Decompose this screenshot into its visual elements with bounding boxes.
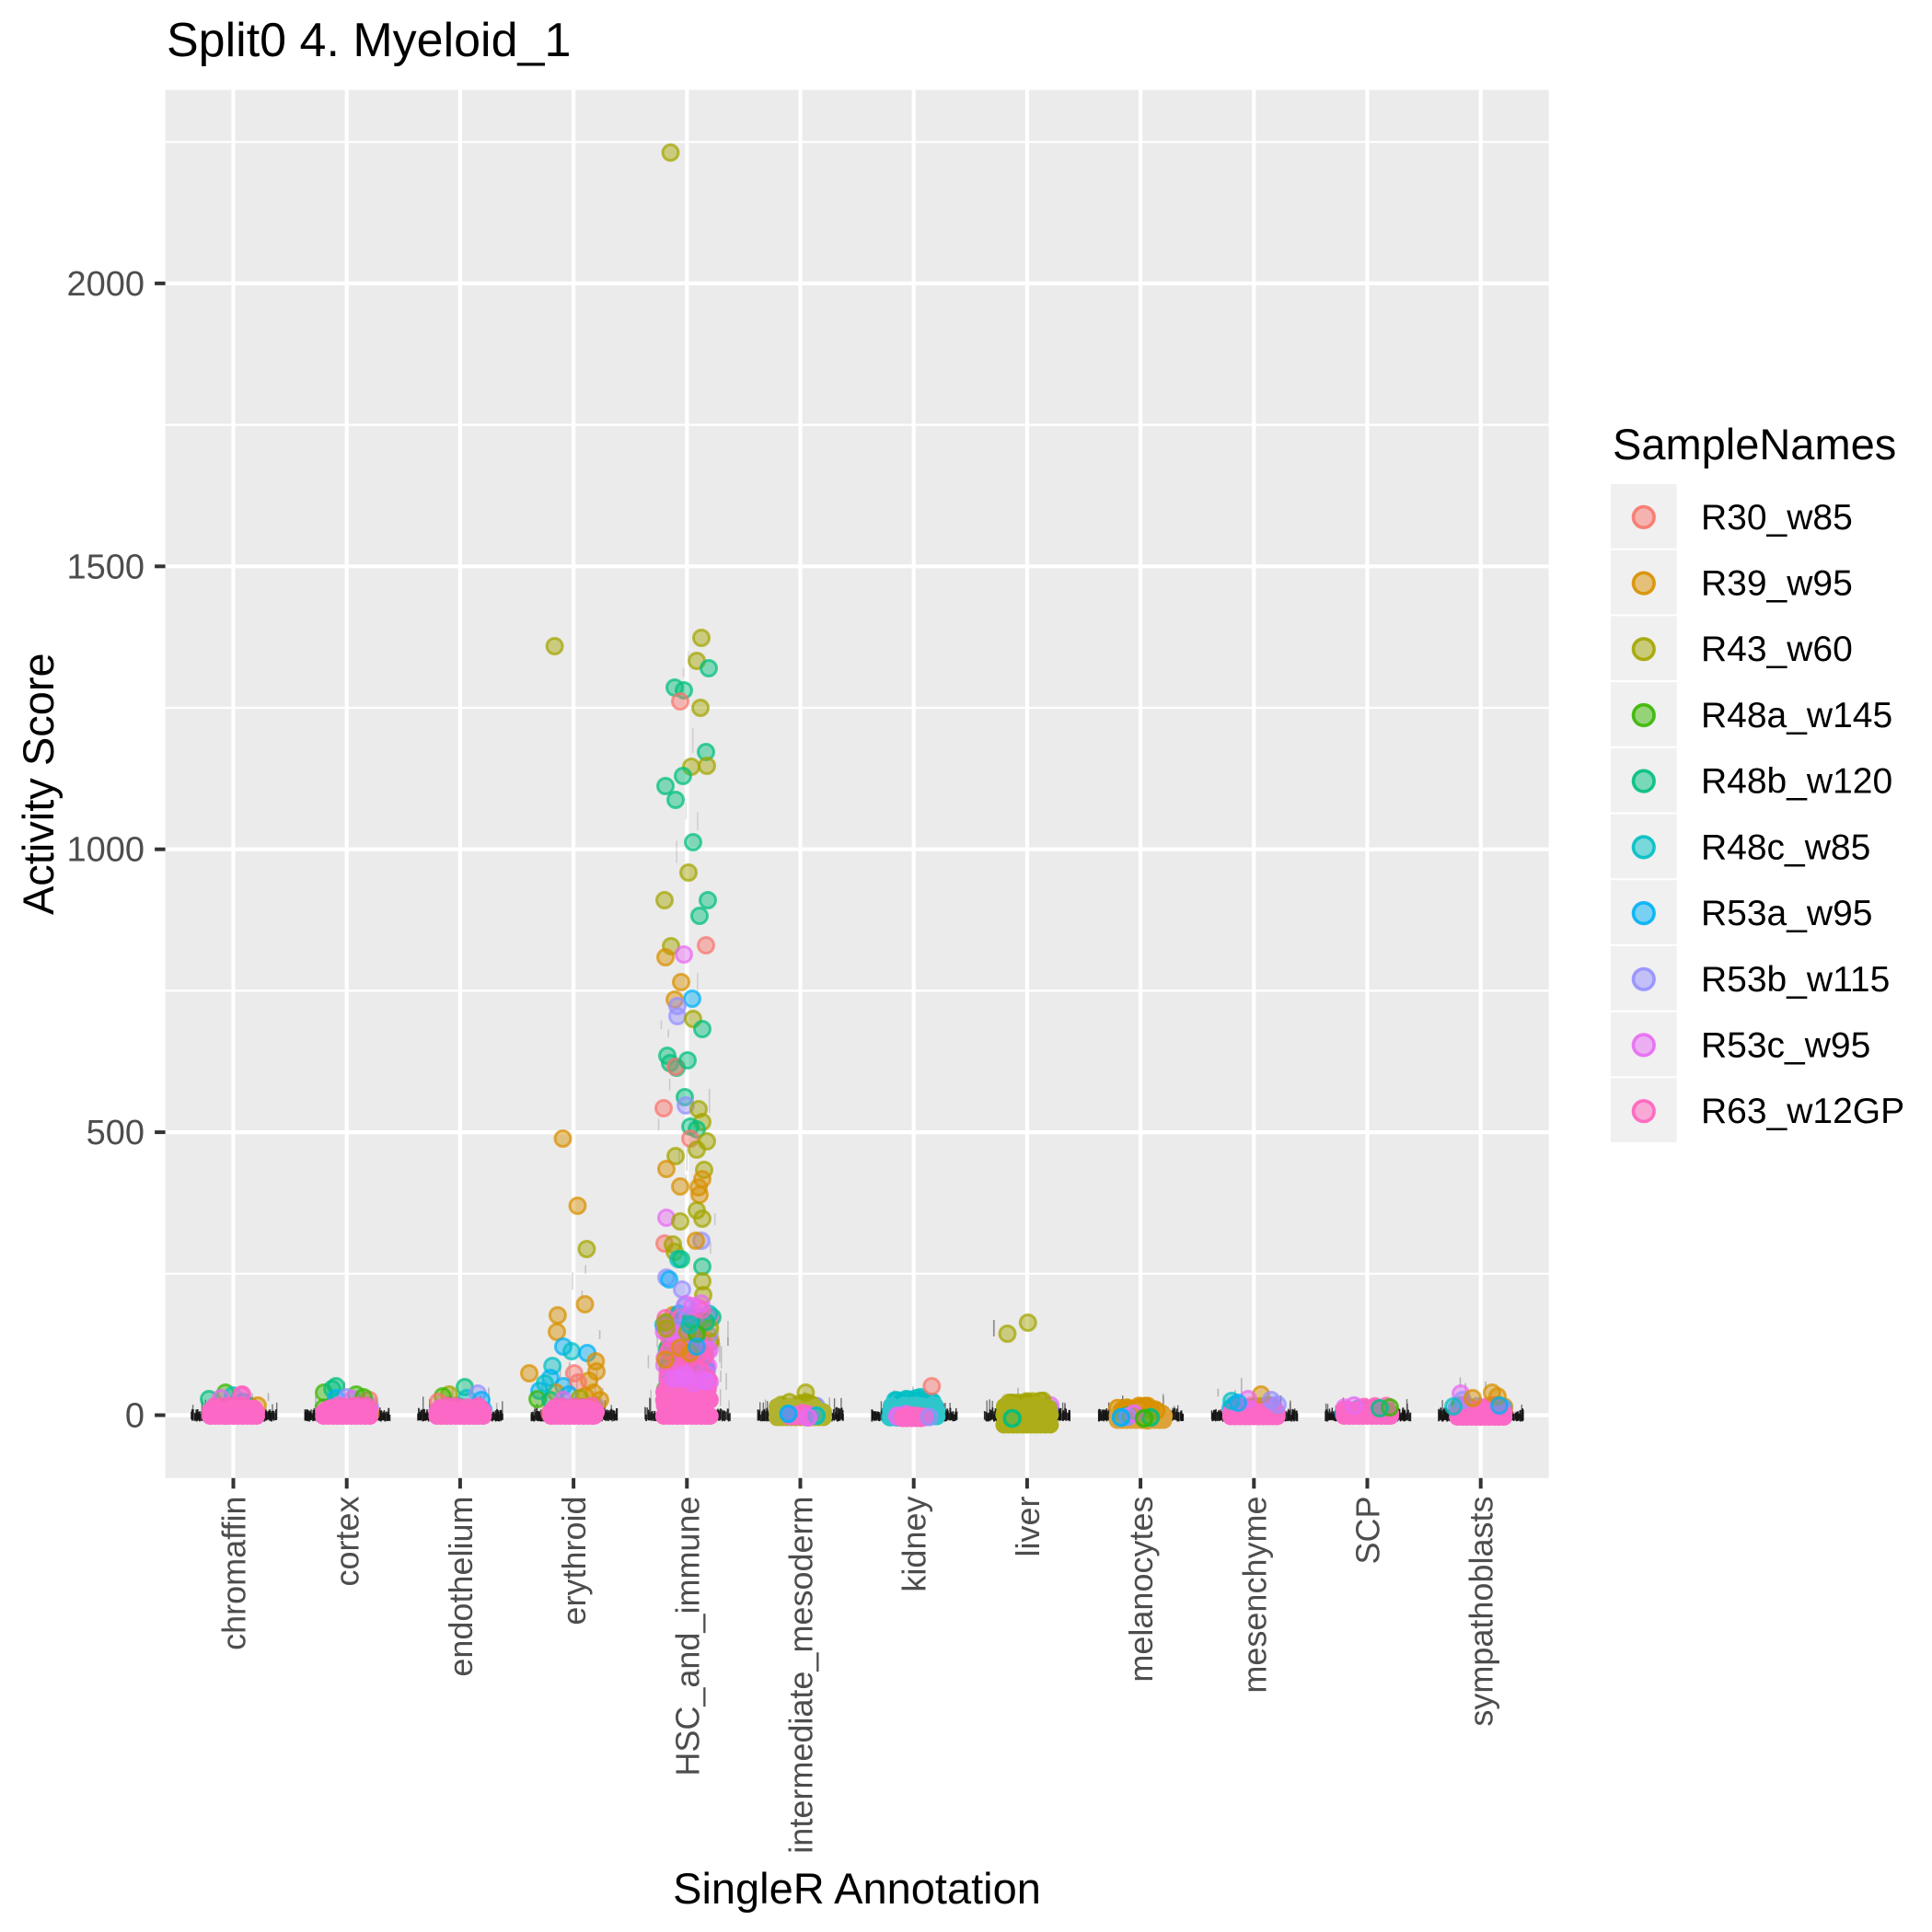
svg-text:Split0 4. Myeloid_1: Split0 4. Myeloid_1 xyxy=(167,14,571,67)
svg-text:SampleNames: SampleNames xyxy=(1613,420,1896,469)
svg-text:R39_w95: R39_w95 xyxy=(1701,564,1853,604)
svg-text:R53c_w95: R53c_w95 xyxy=(1701,1025,1870,1065)
svg-text:R48c_w85: R48c_w85 xyxy=(1701,827,1870,867)
svg-text:liver: liver xyxy=(1009,1496,1047,1556)
svg-text:R53a_w95: R53a_w95 xyxy=(1701,894,1872,933)
svg-text:R43_w60: R43_w60 xyxy=(1701,630,1853,669)
svg-text:mesenchyme: mesenchyme xyxy=(1235,1497,1273,1694)
svg-text:500: 500 xyxy=(87,1114,145,1152)
svg-text:SCP: SCP xyxy=(1349,1497,1387,1565)
svg-text:R48b_w120: R48b_w120 xyxy=(1701,762,1892,802)
svg-text:R48a_w145: R48a_w145 xyxy=(1701,696,1892,735)
svg-text:2000: 2000 xyxy=(66,265,145,304)
svg-text:melanocytes: melanocytes xyxy=(1122,1497,1160,1683)
svg-text:endothelium: endothelium xyxy=(442,1497,480,1677)
svg-text:Activity Score: Activity Score xyxy=(14,653,63,915)
svg-text:kidney: kidney xyxy=(896,1497,933,1592)
svg-text:cortex: cortex xyxy=(329,1497,366,1587)
svg-text:R63_w12GP: R63_w12GP xyxy=(1701,1092,1904,1131)
svg-text:erythroid: erythroid xyxy=(555,1497,593,1625)
svg-text:1000: 1000 xyxy=(66,831,145,870)
svg-text:HSC_and_immune: HSC_and_immune xyxy=(668,1497,706,1776)
svg-text:1500: 1500 xyxy=(66,548,145,586)
svg-text:R30_w85: R30_w85 xyxy=(1701,498,1853,538)
svg-text:sympathoblasts: sympathoblasts xyxy=(1463,1497,1500,1727)
svg-text:0: 0 xyxy=(125,1397,145,1436)
svg-text:chromaffin: chromaffin xyxy=(215,1497,253,1650)
svg-text:SingleR Annotation: SingleR Annotation xyxy=(673,1864,1041,1913)
svg-text:R53b_w115: R53b_w115 xyxy=(1701,960,1890,1000)
svg-text:intermediate_mesoderm: intermediate_mesoderm xyxy=(782,1497,820,1854)
